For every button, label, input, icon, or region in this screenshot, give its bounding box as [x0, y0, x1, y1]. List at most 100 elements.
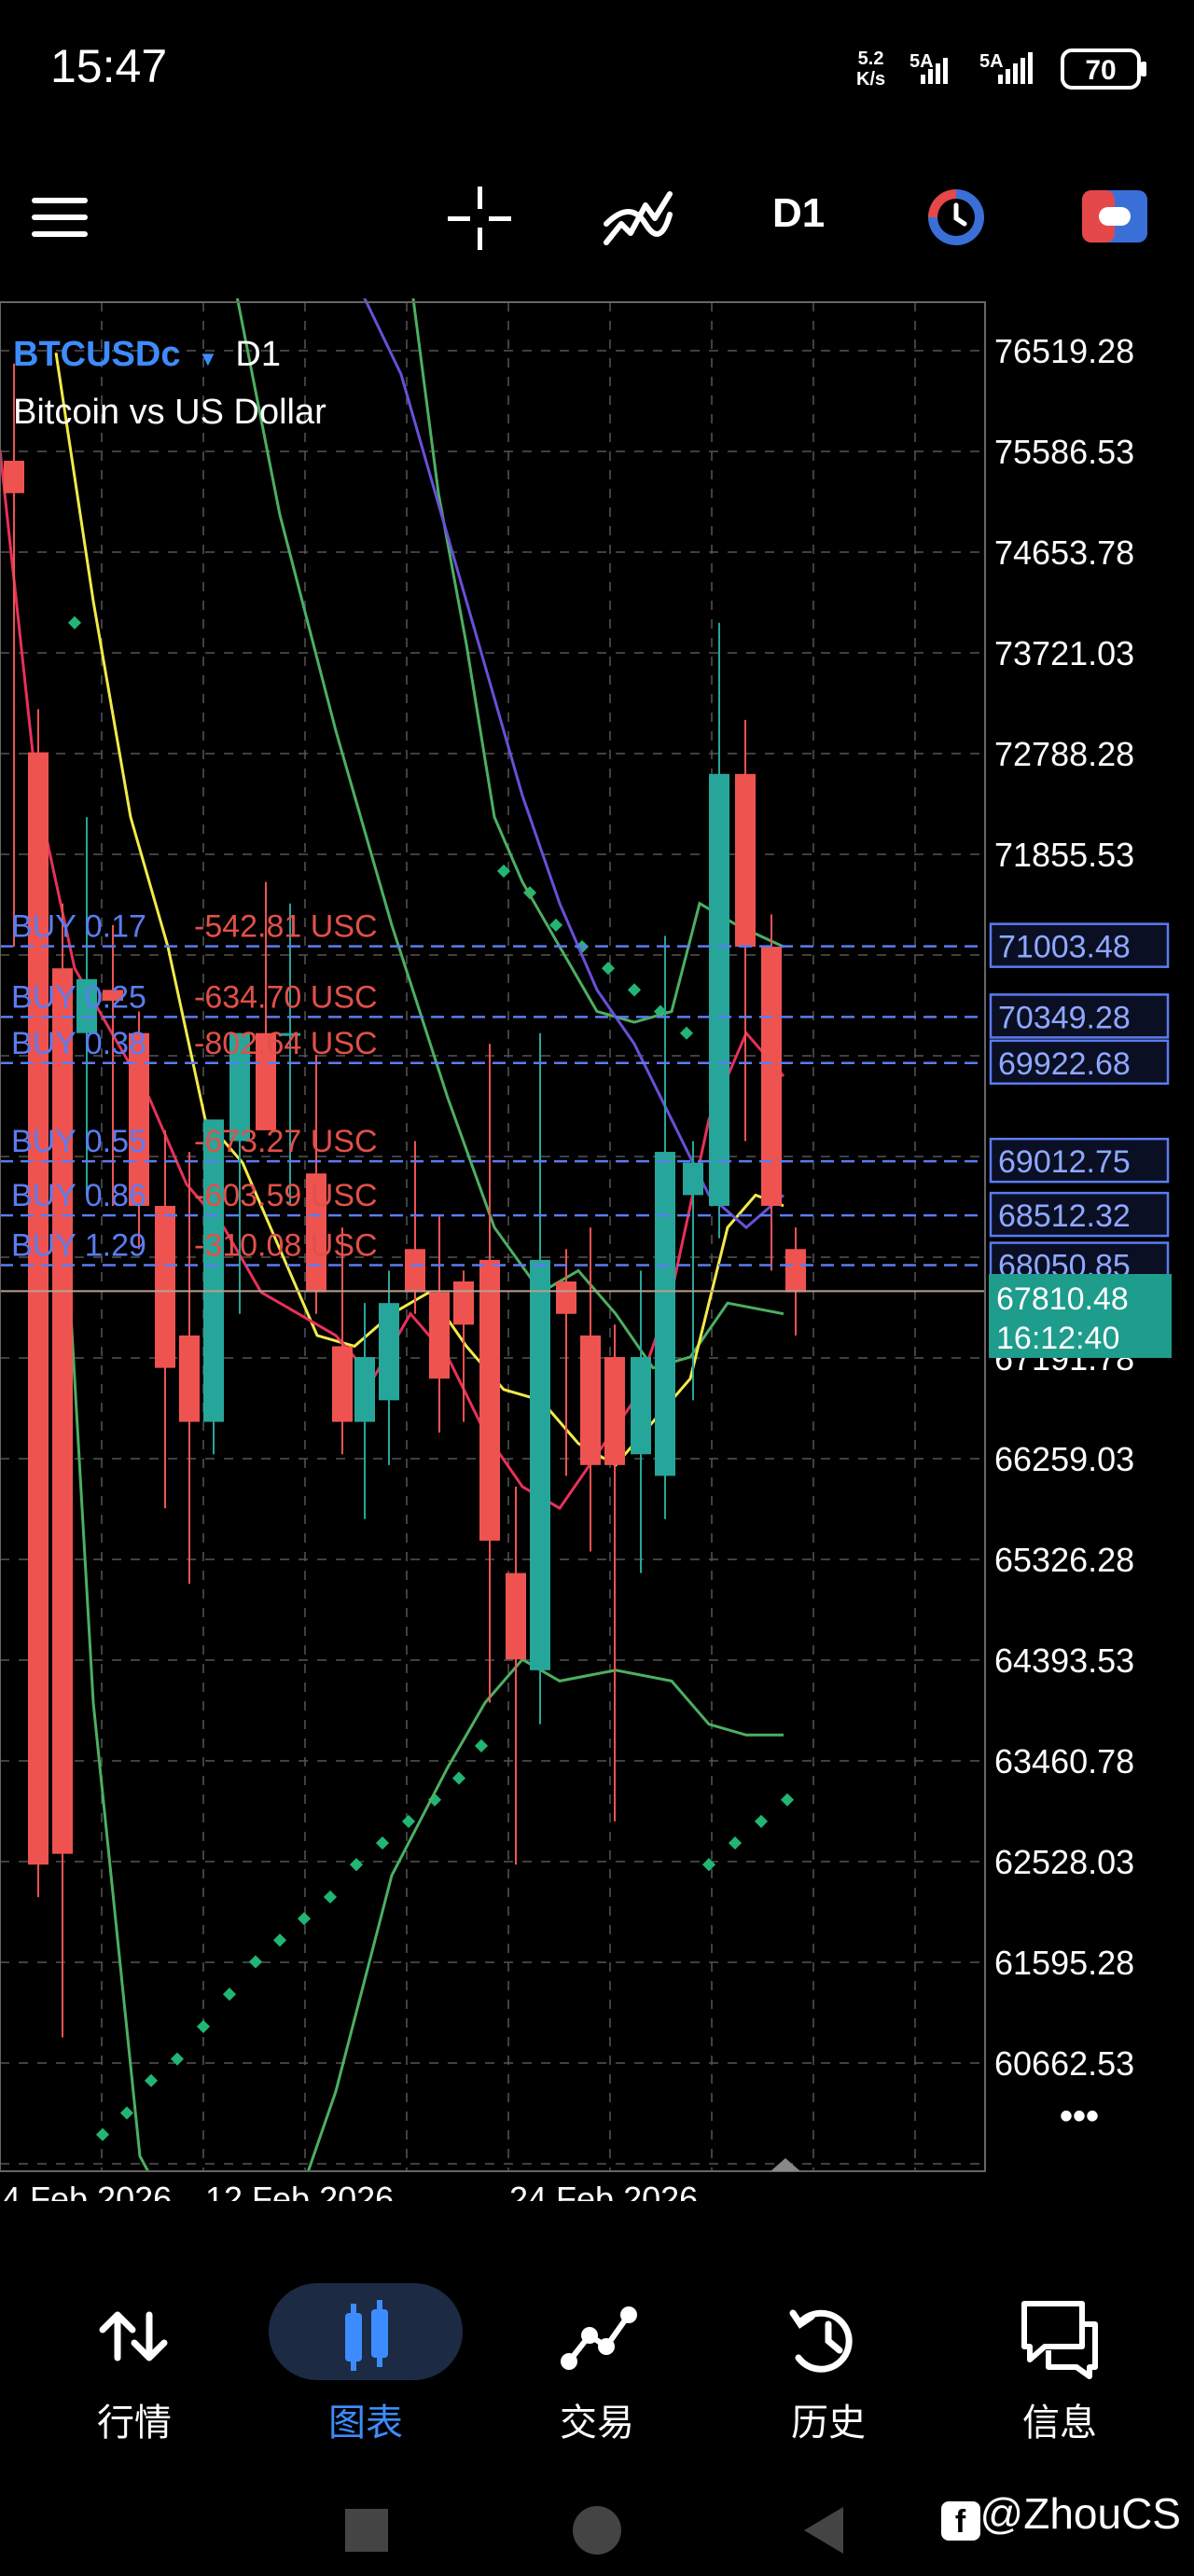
indicators-icon[interactable]: [603, 187, 673, 252]
nav-history[interactable]: 历史: [791, 2403, 866, 2444]
sar-dot: [349, 1858, 364, 1872]
candle: [709, 622, 729, 1239]
sar-dot: [297, 1912, 312, 1926]
candle: [631, 1270, 651, 1573]
position-tag-price: 71003.48: [998, 930, 1131, 965]
timeframe-button[interactable]: D1: [772, 190, 826, 236]
symbol-name[interactable]: BTCUSDc: [13, 335, 180, 374]
svg-text:BTCUSDc ▼ D1: BTCUSDc ▼ D1: [13, 335, 281, 374]
more-button[interactable]: •••: [1060, 2096, 1099, 2137]
clock-icon[interactable]: [923, 185, 989, 250]
sar-dot: [780, 1793, 795, 1807]
position-tag-price: 69012.75: [998, 1144, 1131, 1180]
sar-dot: [548, 918, 563, 932]
price-tick-label: 74653.78: [994, 533, 1134, 572]
chart-grid: [0, 302, 985, 2171]
position-tag-price: 68512.32: [998, 1198, 1131, 1234]
system-navigation: [345, 2506, 843, 2555]
chart-icon[interactable]: [345, 2300, 388, 2371]
candle: [379, 1270, 399, 1465]
position-tag[interactable]: [989, 922, 1170, 968]
candle: [354, 1303, 375, 1519]
position-label: BUY 0.17: [11, 909, 146, 945]
nav-messages[interactable]: 信息: [1022, 2403, 1097, 2444]
position-tag[interactable]: [989, 993, 1170, 1039]
position-tag[interactable]: [989, 1191, 1170, 1238]
nav-trade[interactable]: 交易: [560, 2403, 634, 2444]
sim2-label: 5A: [979, 51, 1004, 72]
sar-dot: [601, 962, 616, 976]
price-tick-label: 71855.53: [994, 836, 1134, 874]
home-button[interactable]: [573, 2506, 621, 2555]
history-icon[interactable]: [789, 2309, 853, 2373]
candle: [735, 719, 756, 1142]
bottom-navigation: 行情 图表 交易 历史 信息: [0, 2257, 1194, 2444]
price-axis: 76519.28 75586.53 74653.78 73721.03 72788.28…: [994, 332, 1134, 2083]
battery-level: 70: [1085, 55, 1116, 86]
quotes-icon[interactable]: [99, 2311, 168, 2361]
sar-dot: [401, 1814, 416, 1829]
candle: [655, 935, 675, 1519]
messages-icon[interactable]: [1021, 2301, 1098, 2379]
candle: [683, 1141, 703, 1401]
candle: [479, 1044, 500, 1703]
price-tick-label: 76519.28: [994, 332, 1134, 370]
back-button[interactable]: [804, 2507, 843, 2554]
price-tick-label: 61595.28: [994, 1944, 1134, 1982]
sar-dot: [222, 1987, 237, 2001]
nav-chart[interactable]: 图表: [328, 2403, 403, 2444]
chart-canvas[interactable]: BUY 0.17 -542.81 USC BUY 0.25 -634.70 USC BU…: [0, 298, 1194, 2218]
watermark-handle: @ZhouCS: [979, 2489, 1181, 2538]
plot-area: BUY 0.17 -542.81 USC BUY 0.25 -634.70 USC BU…: [0, 298, 985, 2171]
band-upper: [411, 298, 784, 1024]
position-pl: -802.64 USC: [194, 1026, 378, 1061]
signal-1-icon: [921, 58, 948, 84]
sar-dot: [323, 1890, 338, 1904]
candle: [103, 924, 123, 1206]
candle: [506, 1486, 526, 1865]
position-tag[interactable]: [989, 1039, 1170, 1086]
time-label: 12 Feb 2026: [205, 2180, 394, 2201]
recents-button[interactable]: [345, 2509, 388, 2552]
position-tag[interactable]: [989, 1137, 1170, 1184]
sar-dot: [451, 1771, 466, 1785]
position-tag-price: 69922.68: [998, 1046, 1131, 1082]
candle: [229, 1032, 250, 1314]
scroll-marker-icon[interactable]: [771, 2158, 800, 2171]
status-time: 15:47: [50, 40, 168, 92]
candle: [28, 709, 49, 1897]
symbol-header[interactable]: BTCUSDc ▼ D1 Bitcoin vs US Dollar: [13, 335, 326, 432]
crosshair-icon[interactable]: [448, 187, 513, 252]
nav-quotes[interactable]: 行情: [97, 2403, 172, 2444]
candle: [256, 881, 276, 1130]
price-tick-label: 60662.53: [994, 2044, 1134, 2083]
sar-dot: [272, 1933, 287, 1947]
sar-dot: [701, 1858, 716, 1872]
price-tick-label: 64393.53: [994, 1641, 1134, 1680]
position-pl: -603.59 USC: [194, 1178, 378, 1213]
menu-icon[interactable]: [32, 196, 91, 242]
position-pl: -634.70 USC: [194, 979, 378, 1015]
candle: [280, 903, 300, 1206]
candle: [155, 1129, 175, 1509]
candle: [785, 1227, 806, 1336]
sar-dot: [375, 1836, 390, 1850]
price-tick-label: 62528.03: [994, 1843, 1134, 1881]
candle: [530, 1032, 550, 1724]
network-speed-unit: K/s: [856, 69, 886, 90]
price-tick-label: 73721.03: [994, 634, 1134, 672]
position-tag-price: 70349.28: [998, 1000, 1131, 1035]
sar-dot: [627, 983, 642, 997]
symbol-dropdown-icon[interactable]: ▼: [198, 347, 218, 370]
network-speed: 5.2 K/s: [856, 48, 885, 90]
sar-dot: [679, 1026, 694, 1040]
candle: [405, 1141, 425, 1314]
price-chart[interactable]: BUY 0.17 -542.81 USC BUY 0.25 -634.70 USC BU…: [0, 298, 1194, 2218]
candle: [604, 1324, 625, 1821]
candle: [453, 1270, 474, 1422]
toggle-icon[interactable]: [1082, 190, 1147, 242]
price-tick-label: 63460.78: [994, 1742, 1134, 1780]
sar-dot: [248, 1955, 263, 1969]
candle: [429, 1216, 450, 1433]
trade-icon[interactable]: [561, 2306, 637, 2370]
